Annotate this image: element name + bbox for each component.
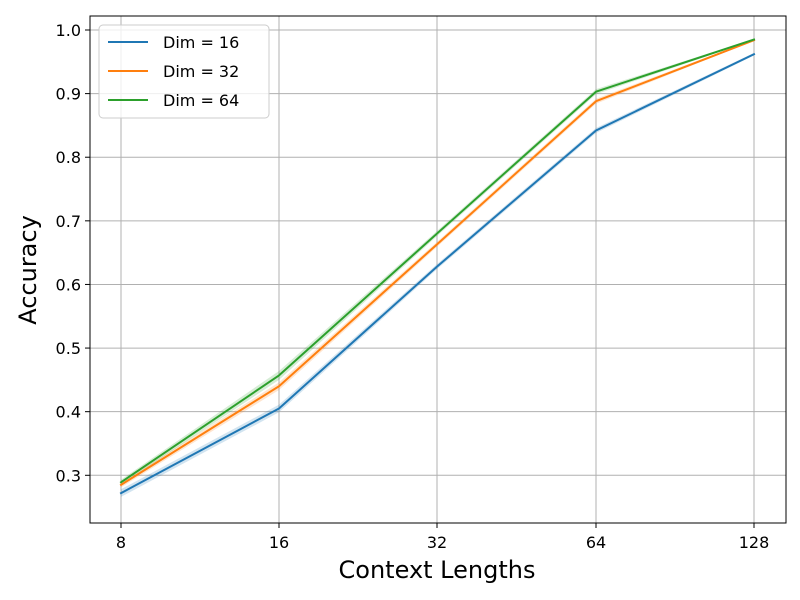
x-tick-label: 128 xyxy=(739,533,770,552)
y-tick-label: 0.8 xyxy=(56,148,81,167)
y-axis-label: Accuracy xyxy=(14,215,42,325)
series-lines xyxy=(119,38,756,495)
y-tick-label: 0.9 xyxy=(56,85,81,104)
y-tick-label: 0.5 xyxy=(56,339,81,358)
y-tick-label: 0.7 xyxy=(56,212,81,231)
series-band-3 xyxy=(121,38,754,485)
x-tick-label: 32 xyxy=(427,533,447,552)
confidence-bands xyxy=(121,38,754,497)
x-axis-label: Context Lengths xyxy=(339,556,536,584)
series-band-2 xyxy=(121,39,754,488)
y-axis-ticks: 0.3 0.4 0.5 0.6 0.7 0.8 0.9 1.0 xyxy=(56,21,90,485)
legend: Dim = 16 Dim = 32 Dim = 64 xyxy=(98,24,270,119)
y-tick-label: 1.0 xyxy=(56,21,81,40)
legend-label: Dim = 16 xyxy=(163,33,239,52)
legend-label: Dim = 32 xyxy=(163,62,239,81)
x-tick-label: 8 xyxy=(116,533,126,552)
y-tick-label: 0.4 xyxy=(56,403,81,422)
x-axis-ticks: 8 16 32 64 128 xyxy=(116,523,769,552)
legend-label: Dim = 64 xyxy=(163,91,239,110)
series-line-1 xyxy=(119,52,756,495)
x-tick-label: 64 xyxy=(586,533,606,552)
series-line-3 xyxy=(119,38,756,484)
plot-frame xyxy=(89,15,787,524)
series-line-2 xyxy=(119,38,756,487)
legend-box xyxy=(98,24,270,119)
x-tick-label: 16 xyxy=(269,533,289,552)
y-tick-label: 0.3 xyxy=(56,466,81,485)
y-tick-label: 0.6 xyxy=(56,275,81,294)
